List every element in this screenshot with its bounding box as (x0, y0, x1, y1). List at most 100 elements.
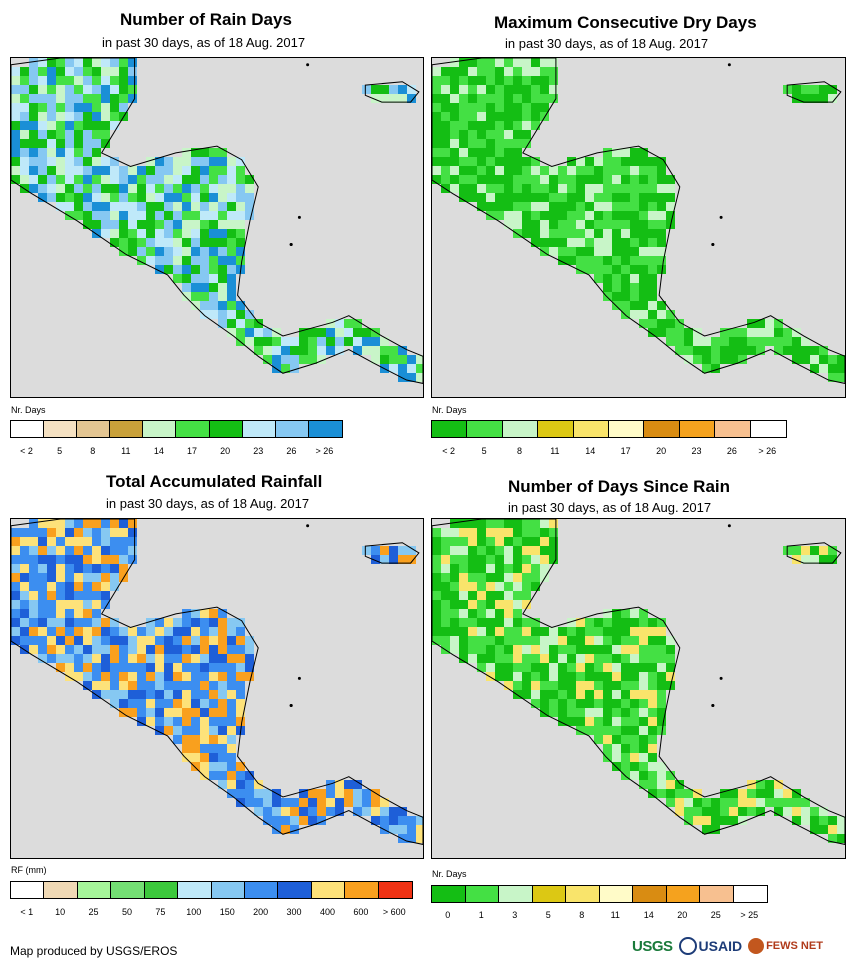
legend-swatch (566, 886, 600, 902)
legend-tick-label: 5 (57, 446, 63, 456)
coastline (11, 519, 423, 845)
legend-swatch (467, 421, 503, 437)
usaid-logo-text: USAID (698, 938, 743, 954)
legend-tick-label: 5 (481, 446, 487, 456)
legend-tick-label: > 26 (758, 446, 777, 456)
legend-swatch (311, 882, 346, 898)
map-days-since-rain (431, 518, 846, 859)
legend-tick-label: < 2 (20, 446, 33, 456)
legend-tick-label: > 26 (315, 446, 334, 456)
legend-tick-label: 20 (220, 446, 231, 456)
legend-swatch (44, 421, 78, 437)
island (719, 676, 723, 680)
coastline (364, 81, 420, 103)
legend-swatch (633, 886, 667, 902)
legend-tick-label: 75 (155, 907, 166, 917)
legend-bar-total-rainfall (10, 881, 413, 899)
island (711, 703, 715, 707)
legend-swatch (599, 886, 633, 902)
legend-tick-label: 20 (656, 446, 667, 456)
legend-swatch (378, 882, 413, 898)
legend-tick-label: 11 (550, 446, 560, 456)
legend-bar-max-dry-days (431, 420, 787, 438)
legend-tick-label: 8 (579, 910, 585, 920)
coastline (364, 542, 420, 564)
legend-tick-label: > 600 (382, 907, 406, 917)
fewsnet-logo-text: FEWS NET (766, 940, 823, 952)
legend-swatch (77, 421, 111, 437)
legend-ticks-days-since-rain: 0 1 3 5 8 11 14 20 25 > 25 (431, 910, 766, 922)
legend-tick-label: 11 (121, 446, 131, 456)
legend-tick-label: 14 (153, 446, 164, 456)
island (727, 524, 731, 528)
island (306, 524, 310, 528)
panel-title-max-dry-days: Maximum Consecutive Dry Days (494, 13, 757, 32)
legend-tick-label: 0 (445, 910, 451, 920)
legend-tick-label: 23 (253, 446, 264, 456)
coastline (432, 58, 845, 384)
fewsnet-logo: FEWS NET (748, 938, 823, 954)
map-grid (11, 58, 423, 384)
legend-tick-label: 50 (121, 907, 132, 917)
legend-ticks-max-dry-days: < 2 5 8 11 14 17 20 23 26 > 26 (431, 446, 785, 458)
legend-swatch (176, 421, 210, 437)
legend-tick-label: 150 (219, 907, 235, 917)
legend-tick-label: 10 (55, 907, 66, 917)
map-rain-days (10, 57, 424, 398)
legend-tick-label: 5 (545, 910, 551, 920)
legend-ticks-total-rainfall: < 1 10 25 50 75 100 150 200 300 400 600 > 600 (10, 907, 411, 919)
legend-bar-days-since-rain (431, 885, 768, 903)
legend-unit-max-dry-days: Nr. Days (432, 405, 467, 415)
map-grid (432, 58, 845, 384)
legend-swatch (11, 882, 45, 898)
island (727, 63, 731, 67)
legend-swatch (209, 421, 243, 437)
legend-tick-label: 11 (610, 910, 620, 920)
legend-swatch (432, 886, 466, 902)
panel-subtitle-total-rainfall: in past 30 days, as of 18 Aug. 2017 (106, 496, 310, 511)
legend-tick-label: > 25 (740, 910, 759, 920)
legend-tick-label: < 2 (442, 446, 456, 456)
usaid-seal-icon (678, 937, 697, 955)
legend-swatch (111, 882, 145, 898)
island (719, 215, 723, 219)
legend-swatch (242, 421, 276, 437)
panel-subtitle-days-since-rain: in past 30 days, as of 18 Aug. 2017 (508, 500, 712, 515)
legend-swatch (750, 421, 787, 437)
legend-swatch (502, 421, 539, 437)
legend-swatch (11, 421, 45, 437)
legend-swatch (110, 421, 144, 437)
legend-tick-label: 17 (187, 446, 198, 456)
fewsnet-globe-icon (748, 938, 765, 954)
legend-tick-label: 14 (585, 446, 596, 456)
legend-swatch (211, 882, 245, 898)
legend-swatch (700, 886, 734, 902)
island (297, 215, 301, 219)
legend-tick-label: 100 (186, 907, 202, 917)
island (289, 242, 293, 246)
legend-swatch (465, 886, 499, 902)
legend-swatch (244, 882, 279, 898)
legend-swatch (538, 421, 574, 437)
legend-swatch (679, 421, 716, 437)
legend-tick-label: 25 (88, 907, 99, 917)
legend-swatch (715, 421, 751, 437)
panel-subtitle-rain-days: in past 30 days, as of 18 Aug. 2017 (102, 35, 306, 50)
map-grid (432, 519, 845, 845)
legend-tick-label: 20 (677, 910, 688, 920)
legend-bar-rain-days (10, 420, 343, 438)
legend-swatch (308, 421, 342, 437)
legend-tick-label: 25 (710, 910, 721, 920)
island (297, 676, 301, 680)
map-grid (11, 519, 423, 845)
coastline (786, 81, 842, 103)
legend-swatch (499, 886, 533, 902)
legend-swatch (666, 886, 700, 902)
legend-tick-label: 400 (319, 907, 335, 917)
legend-tick-label: 1 (478, 910, 484, 920)
legend-swatch (44, 882, 78, 898)
legend-swatch (275, 421, 309, 437)
legend-tick-label: 23 (691, 446, 702, 456)
legend-tick-label: 200 (253, 907, 269, 917)
legend-tick-label: 600 (353, 907, 369, 917)
